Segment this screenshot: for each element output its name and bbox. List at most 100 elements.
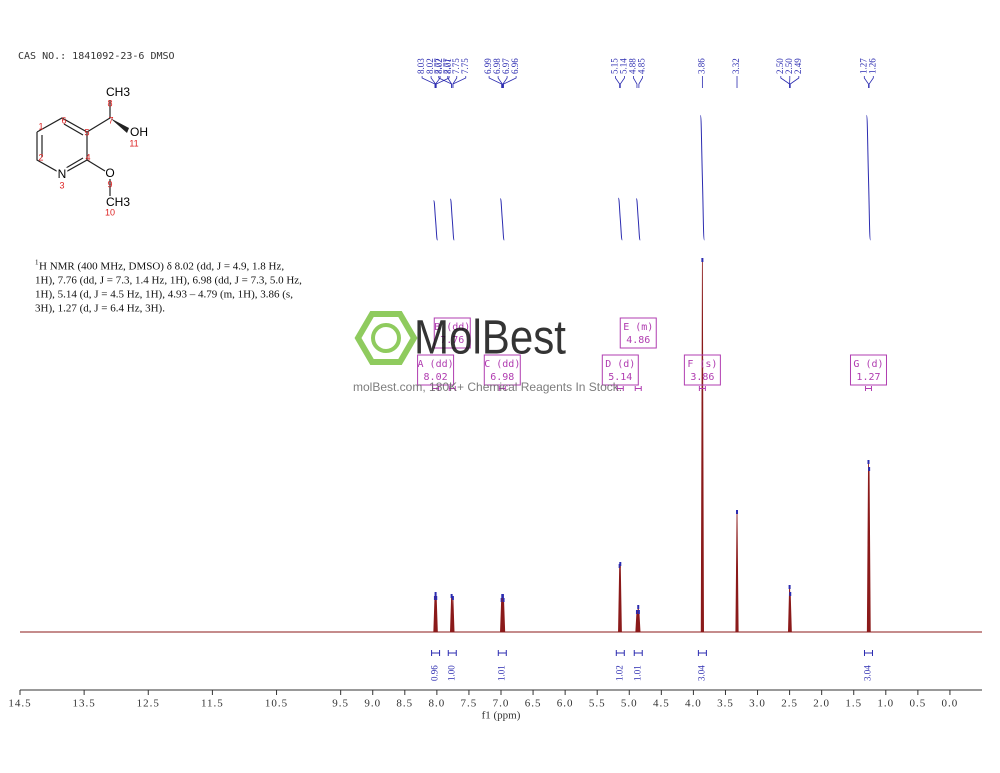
- multiplet-shift: 6.98: [490, 372, 514, 383]
- atom-bg: N: [58, 167, 67, 181]
- multiplet-name: B (dd): [434, 322, 470, 333]
- nmr-description: 1 H NMR (400 MHz, DMSO) δ 8.02 (dd, J = …: [35, 259, 302, 315]
- x-tick-label: 5.0: [621, 698, 638, 710]
- multiplet-name: F (s): [687, 359, 717, 370]
- x-tick-label: 4.0: [685, 698, 702, 710]
- multiplet-range: [432, 386, 440, 391]
- peak-label-leader: [633, 76, 638, 88]
- text-line: 1H), 7.76 (dd, J = 7.3, 1.4 Hz, 1H), 6.9…: [35, 275, 302, 287]
- x-tick-label: 3.0: [749, 698, 766, 710]
- wedge: [110, 118, 129, 133]
- integral-range: [863, 650, 873, 656]
- bond: [65, 157, 84, 169]
- atom: CH3: [106, 85, 130, 99]
- atom-number: 11: [129, 138, 138, 148]
- integral-label: 3.04: [696, 665, 706, 681]
- atom-number: 8: [107, 98, 112, 108]
- multiplet-range: [616, 386, 624, 391]
- multiplet-box: [483, 354, 521, 386]
- peak-label-leader: [421, 76, 436, 88]
- peak-label-leader: [452, 76, 467, 88]
- multiplet-shift: 7.76: [440, 335, 464, 346]
- text-line: 1H), 5.14 (d, J = 4.5 Hz, 1H), 4.93 – 4.…: [35, 289, 293, 301]
- peak-label: 2.49: [793, 58, 803, 74]
- peak-label: 2.50: [775, 58, 785, 74]
- x-tick-label: 6.5: [525, 698, 542, 710]
- integral-range: [497, 650, 507, 656]
- integral-label: 0.96: [430, 665, 440, 681]
- atom: N: [58, 167, 67, 181]
- multiplet-range: [698, 386, 706, 391]
- peak-label-leader: [497, 76, 503, 88]
- peak-label: 3.32: [731, 58, 741, 74]
- peak-label: 8.01: [443, 58, 453, 74]
- x-tick-label: 8.0: [428, 698, 445, 710]
- peak-label: 4.85: [636, 58, 646, 74]
- atom: OH: [130, 125, 148, 139]
- x-tick-label: 7.5: [461, 698, 478, 710]
- peak-label: 3.86: [696, 58, 706, 74]
- integral-curve: [865, 114, 871, 241]
- multiplet-box: [433, 317, 471, 349]
- multiplet-range: [498, 386, 506, 391]
- x-tick-label: 5.5: [589, 698, 606, 710]
- peak-label-leader: [863, 76, 869, 88]
- integral-label: 1.01: [496, 665, 506, 681]
- peak-label-leader: [780, 76, 790, 88]
- peak-label: 2.50: [784, 58, 794, 74]
- bond: [86, 117, 111, 133]
- integral-label: 1.01: [632, 665, 642, 681]
- multiplet-name: D (d): [605, 359, 635, 370]
- integral-range: [697, 650, 707, 656]
- multiplet-name: A (dd): [418, 359, 454, 370]
- integral-range: [431, 650, 441, 656]
- integral-label: 1.00: [446, 665, 456, 681]
- peak-label-leader: [868, 76, 874, 88]
- logo-text: MolBest: [414, 312, 566, 365]
- multiplet-box: [683, 354, 721, 386]
- peak-label: 6.96: [510, 58, 520, 74]
- watermark: MolBest molBest.com, 180K+ Chemical Reag…: [353, 311, 622, 394]
- peak-label-leader: [789, 76, 800, 88]
- x-tick-label: 9.0: [364, 698, 381, 710]
- integral-range: [447, 650, 457, 656]
- logo-hexagon: [354, 311, 418, 365]
- multiplet-box: [601, 354, 639, 386]
- multiplet-shift: 3.86: [690, 372, 714, 383]
- multiplet-shift: 8.02: [424, 372, 448, 383]
- bond: [86, 159, 106, 172]
- spectrum: 14.5 13.5 12.5 11.5 10.5 9.5 9.0 8.5 8.0 7.5 7.0 6.…: [8, 58, 982, 722]
- multiplet-box: [417, 354, 455, 386]
- multiplet-shift: 4.86: [626, 335, 650, 346]
- peak-label-leader: [638, 76, 643, 88]
- multiplet-name: C (dd): [484, 359, 520, 370]
- x-tick-label: 12.5: [137, 698, 160, 710]
- multiplet-shift: 1.27: [856, 372, 880, 383]
- integral-label: 1.02: [614, 665, 624, 681]
- atom-number: 2: [38, 152, 43, 162]
- peak-label: 7.75: [451, 58, 461, 74]
- watermark-text: molBest.com, 180K+ Chemical Reagents In …: [353, 380, 622, 394]
- atom-number: 3: [59, 180, 64, 190]
- multiplet-box: [619, 317, 657, 349]
- atom: O: [105, 166, 114, 180]
- atom-number: 4: [85, 152, 90, 162]
- peak-label-leader: [619, 76, 625, 88]
- peak-label: 7.77: [433, 58, 443, 74]
- x-tick-label: 13.5: [73, 698, 96, 710]
- x-tick-label: 9.5: [332, 698, 349, 710]
- multiplet-name: G (d): [853, 359, 883, 370]
- x-tick-label: 0.0: [942, 698, 959, 710]
- integral-range: [615, 650, 625, 656]
- peak-label: 1.26: [867, 58, 877, 74]
- peak-label: 8.02: [425, 58, 435, 74]
- peak: [700, 257, 704, 633]
- multiplet-box: [849, 354, 887, 386]
- atom-number: 6: [61, 115, 66, 125]
- bond: [63, 123, 84, 136]
- integral-curve: [499, 198, 505, 241]
- peak-label: 8.02: [434, 58, 444, 74]
- integral-range: [633, 650, 643, 656]
- x-tick-label: 4.5: [653, 698, 670, 710]
